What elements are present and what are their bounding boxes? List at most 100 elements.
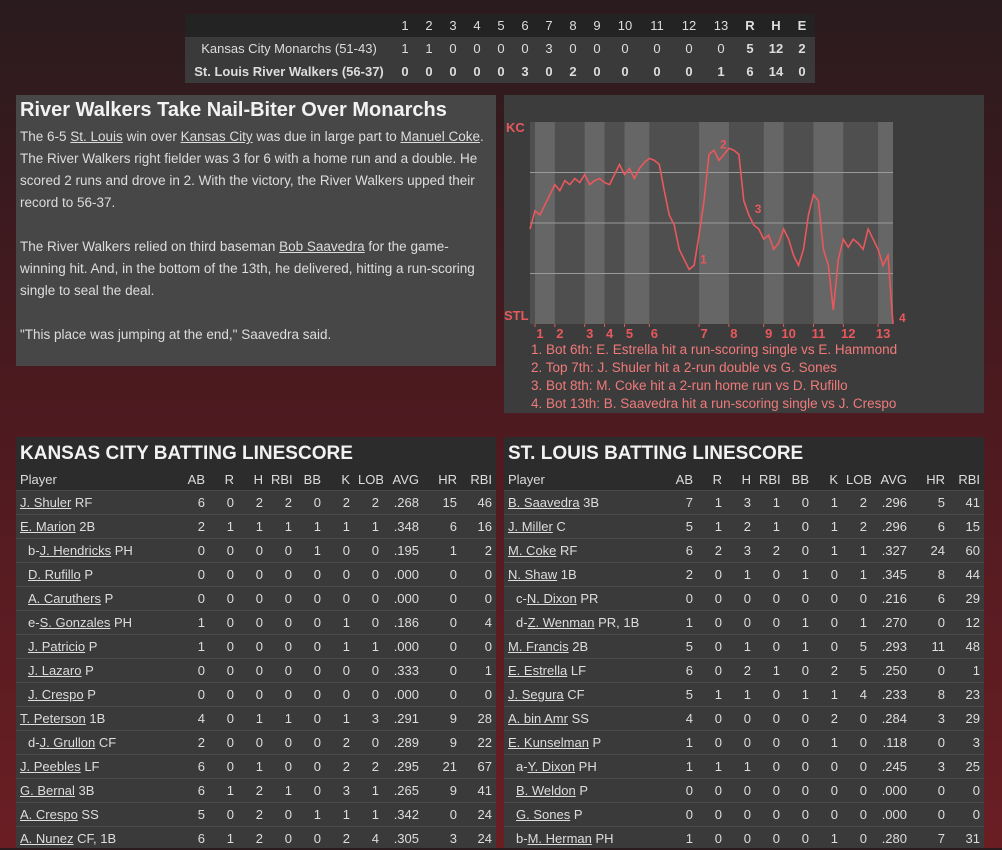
player-link[interactable]: G. Bernal bbox=[20, 783, 75, 798]
stat-cell: 0 bbox=[726, 779, 755, 803]
player-link[interactable]: E. Marion bbox=[20, 519, 76, 534]
stat-cell: 0 bbox=[755, 587, 784, 611]
article: River Walkers Take Nail-Biter Over Monar… bbox=[16, 95, 496, 366]
stat-cell: 0 bbox=[784, 731, 813, 755]
player-link[interactable]: G. Sones bbox=[516, 807, 570, 822]
stat-cell: 1 bbox=[697, 683, 726, 707]
stat-cell: 0 bbox=[209, 611, 238, 635]
text: The 6-5 bbox=[20, 129, 70, 144]
stat-cell: 9 bbox=[423, 707, 461, 731]
stat-cell: 2 bbox=[668, 563, 697, 587]
header-cell: RBI bbox=[461, 469, 496, 491]
x-tick-label: 13 bbox=[876, 326, 890, 341]
player-link[interactable]: A. bin Amr bbox=[508, 711, 568, 726]
event-marker: 1 bbox=[700, 252, 707, 266]
stat-cell: 2 bbox=[755, 539, 784, 563]
team-name: St. Louis River Walkers (56-37) bbox=[185, 60, 393, 83]
stat-cell: 0 bbox=[296, 827, 325, 850]
player-link[interactable]: D. Rufillo bbox=[28, 567, 81, 582]
player-link[interactable]: B. Weldon bbox=[516, 783, 576, 798]
stat-cell: 9 bbox=[423, 731, 461, 755]
sub-prefix: b- bbox=[28, 543, 40, 558]
player-link[interactable]: J. Miller bbox=[508, 519, 553, 534]
link[interactable]: Manuel Coke bbox=[400, 129, 480, 144]
player-link[interactable]: B. Saavedra bbox=[508, 495, 580, 510]
link[interactable]: Bob Saavedra bbox=[279, 239, 365, 254]
player-link[interactable]: S. Gonzales bbox=[40, 615, 111, 630]
player-link[interactable]: J. Patricio bbox=[28, 639, 85, 654]
stat-cell: 0 bbox=[238, 635, 267, 659]
header-cell: H bbox=[238, 469, 267, 491]
stat-cell: 2 bbox=[180, 731, 209, 755]
stat-cell: 41 bbox=[949, 491, 984, 515]
stat-cell: 1 bbox=[813, 515, 842, 539]
player-link[interactable]: J. Lazaro bbox=[28, 663, 81, 678]
player-link[interactable]: E. Estrella bbox=[508, 663, 567, 678]
table-title: KANSAS CITY BATTING LINESCORE bbox=[16, 437, 496, 469]
stat-cell: 1 bbox=[296, 803, 325, 827]
stat-cell: 0 bbox=[423, 635, 461, 659]
player-link[interactable]: Y. Dixon bbox=[528, 759, 575, 774]
stat-cell: 0 bbox=[784, 587, 813, 611]
player-link[interactable]: J. Crespo bbox=[28, 687, 84, 702]
sub-prefix: d- bbox=[28, 735, 40, 750]
stat-cell: 0 bbox=[911, 611, 949, 635]
player-cell: c-N. Dixon PR bbox=[504, 587, 668, 611]
player-link[interactable]: Z. Wenman bbox=[528, 615, 595, 630]
player-link[interactable]: A. Caruthers bbox=[28, 591, 101, 606]
player-link[interactable]: N. Dixon bbox=[527, 591, 577, 606]
player-link[interactable]: J. Grullon bbox=[40, 735, 96, 750]
header-cell: AVG bbox=[383, 469, 423, 491]
stat-cell: 1 bbox=[842, 539, 871, 563]
stat-cell: 46 bbox=[461, 491, 496, 515]
stat-cell: 0 bbox=[209, 539, 238, 563]
stat-cell: 48 bbox=[949, 635, 984, 659]
team-name: Kansas City Monarchs (51-43) bbox=[185, 37, 393, 60]
player-link[interactable]: T. Peterson bbox=[20, 711, 86, 726]
stat-cell: 1 bbox=[949, 659, 984, 683]
stat-cell: 0 bbox=[842, 731, 871, 755]
stat-cell: 0 bbox=[209, 707, 238, 731]
header-cell: BB bbox=[784, 469, 813, 491]
link[interactable]: St. Louis bbox=[70, 129, 123, 144]
stat-cell: 3 bbox=[423, 827, 461, 850]
stat-cell: 0 bbox=[784, 539, 813, 563]
stat-cell: 1 bbox=[784, 635, 813, 659]
stat-cell: 0 bbox=[755, 611, 784, 635]
player-link[interactable]: A. Crespo bbox=[20, 807, 78, 822]
player-link[interactable]: M. Coke bbox=[508, 543, 556, 558]
player-link[interactable]: A. Nunez bbox=[20, 831, 73, 846]
header-cell: LOB bbox=[842, 469, 871, 491]
player-cell: A. Crespo SS bbox=[16, 803, 180, 827]
stat-cell: 0 bbox=[354, 683, 383, 707]
player-link[interactable]: M. Herman bbox=[528, 831, 592, 846]
player-link[interactable]: N. Shaw bbox=[508, 567, 557, 582]
player-link[interactable]: J. Shuler bbox=[20, 495, 71, 510]
player-link[interactable]: M. Francis bbox=[508, 639, 569, 654]
header-cell: K bbox=[813, 469, 842, 491]
link[interactable]: Kansas City bbox=[181, 129, 253, 144]
stat-cell: 0 bbox=[813, 755, 842, 779]
header-cell: 1 bbox=[393, 14, 417, 37]
player-link[interactable]: J. Peebles bbox=[20, 759, 81, 774]
player-link[interactable]: E. Kunselman bbox=[508, 735, 589, 750]
x-tick-label: 8 bbox=[730, 326, 737, 341]
stat-cell: 1 bbox=[209, 515, 238, 539]
player-link[interactable]: J. Hendricks bbox=[40, 543, 112, 558]
stat-cell: 0 bbox=[267, 611, 296, 635]
text: win over bbox=[123, 129, 181, 144]
stat-cell: 2 bbox=[697, 539, 726, 563]
header-cell: 13 bbox=[705, 14, 737, 37]
score-cell: 0 bbox=[673, 37, 705, 60]
player-link[interactable]: J. Segura bbox=[508, 687, 564, 702]
stat-cell: 1 bbox=[813, 731, 842, 755]
stat-cell: 24 bbox=[461, 803, 496, 827]
paragraph: The River Walkers relied on third basema… bbox=[20, 236, 492, 302]
stat-cell: 0 bbox=[296, 491, 325, 515]
stat-cell: 1 bbox=[755, 515, 784, 539]
player-cell: b-M. Herman PH bbox=[504, 827, 668, 850]
player-cell: J. Shuler RF bbox=[16, 491, 180, 515]
stat-cell: 0 bbox=[267, 755, 296, 779]
